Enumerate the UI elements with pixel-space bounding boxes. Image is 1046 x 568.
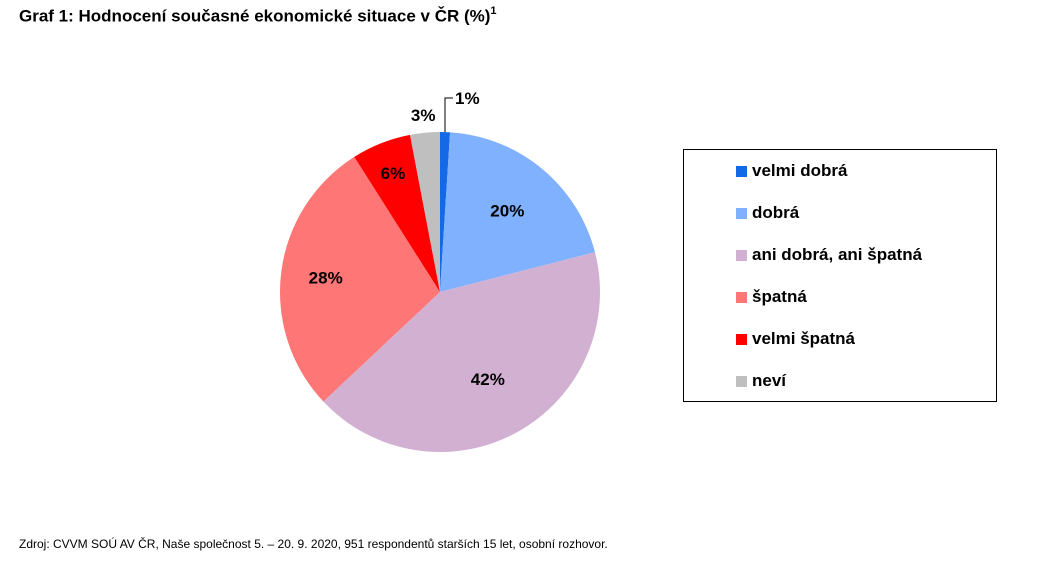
pie-slice-velmi-spatna xyxy=(354,134,440,292)
pie-slice-ani-dobra-ani-spatna xyxy=(323,252,600,452)
legend-label-velmi-spatna: velmi špatná xyxy=(752,329,855,348)
data-label-nevi: 3% xyxy=(411,106,436,125)
pie-slice-velmi-dobra xyxy=(440,132,451,292)
pie-slice-dobra xyxy=(440,132,595,292)
source-note: Zdroj: CVVM SOÚ AV ČR, Naše společnost 5… xyxy=(19,537,608,551)
legend-label-ani-dobra-ani-spatna: ani dobrá, ani špatná xyxy=(752,245,923,264)
data-label-spatna: 28% xyxy=(309,269,343,288)
legend-swatch-nevi xyxy=(736,375,747,387)
pie-slice-spatna xyxy=(280,156,440,402)
data-label-velmi-dobra: 1% xyxy=(455,89,480,108)
legend-item-ani-dobra-ani-spatna: ani dobrá, ani špatná xyxy=(736,244,922,266)
legend-swatch-dobra xyxy=(736,207,747,219)
data-label-ani-dobra-ani-spatna: 42% xyxy=(471,370,505,389)
legend-item-spatna: špatná xyxy=(736,286,807,308)
legend-label-spatna: špatná xyxy=(752,287,807,306)
legend-swatch-velmi-dobra xyxy=(736,165,747,177)
data-label-dobra: 20% xyxy=(490,202,524,221)
legend-label-nevi: neví xyxy=(752,371,787,390)
chart-title: Graf 1: Hodnocení současné ekonomické si… xyxy=(19,5,497,27)
leader-line-velmi-dobra xyxy=(444,97,453,133)
title-footnote-marker: 1 xyxy=(490,5,497,17)
legend-swatch-ani-dobra-ani-spatna xyxy=(736,249,747,261)
legend-swatch-velmi-spatna xyxy=(736,333,747,345)
legend-item-nevi: neví xyxy=(736,370,786,392)
legend-label-dobra: dobrá xyxy=(752,203,800,222)
chart-legend: velmi dobrá dobrá ani dobrá, ani špatná špa… xyxy=(683,149,997,402)
legend-label-velmi-dobra: velmi dobrá xyxy=(752,161,848,180)
legend-swatch-spatna xyxy=(736,291,747,303)
chart-title-text: Graf 1: Hodnocení současné ekonomické si… xyxy=(19,6,491,26)
legend-item-dobra: dobrá xyxy=(736,202,799,224)
data-label-velmi-spatna: 6% xyxy=(381,164,406,183)
legend-item-velmi-spatna: velmi špatná xyxy=(736,328,855,350)
pie-slice-nevi xyxy=(410,132,440,292)
legend-item-velmi-dobra: velmi dobrá xyxy=(736,160,847,182)
